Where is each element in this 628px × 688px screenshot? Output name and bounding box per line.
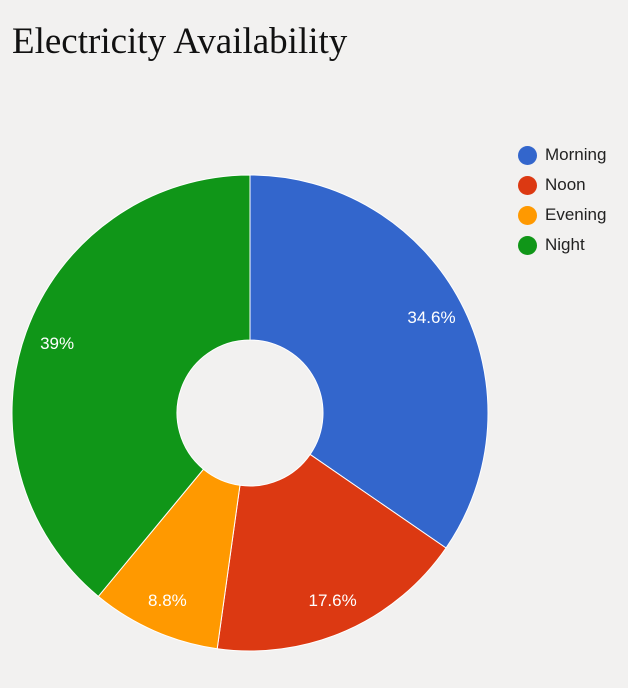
pie-slice-labels: 34.6% 17.6% 8.8% 39% bbox=[40, 308, 455, 610]
legend-swatch-evening bbox=[518, 205, 537, 225]
chart-title: Electricity Availability bbox=[12, 21, 348, 62]
legend-label-noon: Noon bbox=[545, 175, 586, 194]
slice-night[interactable] bbox=[11, 174, 251, 598]
slice-label-noon: 17.6% bbox=[308, 591, 356, 610]
chart-legend: Morning Noon Evening Night bbox=[518, 140, 606, 260]
legend-item-noon[interactable]: Noon bbox=[518, 170, 606, 200]
legend-swatch-noon bbox=[518, 175, 537, 195]
legend-label-morning: Morning bbox=[545, 145, 607, 164]
slice-evening[interactable] bbox=[97, 468, 241, 650]
legend-item-night[interactable]: Night bbox=[518, 230, 606, 260]
legend-label-evening: Evening bbox=[545, 205, 607, 224]
slice-morning[interactable] bbox=[249, 174, 489, 549]
slice-label-evening: 8.8% bbox=[148, 591, 187, 610]
slice-label-night: 39% bbox=[40, 334, 74, 353]
slice-label-morning: 34.6% bbox=[407, 308, 455, 327]
pie-slices bbox=[11, 174, 489, 652]
legend-item-evening[interactable]: Evening bbox=[518, 200, 606, 230]
slice-noon[interactable] bbox=[216, 453, 447, 652]
legend-swatch-morning bbox=[518, 145, 537, 165]
legend-item-morning[interactable]: Morning bbox=[518, 140, 606, 170]
legend-swatch-night bbox=[518, 235, 537, 255]
legend-label-night: Night bbox=[545, 235, 585, 254]
